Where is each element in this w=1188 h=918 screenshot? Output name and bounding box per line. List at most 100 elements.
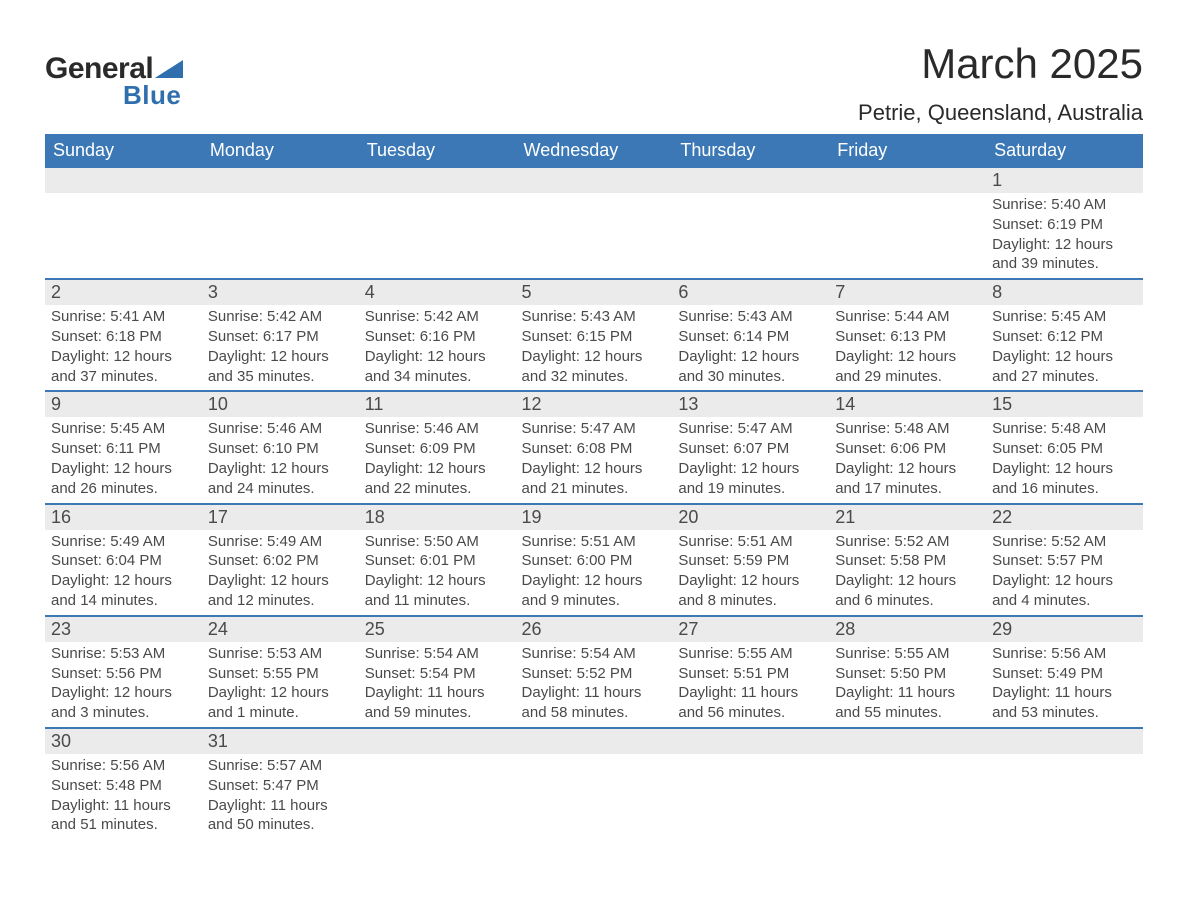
daylight-text-2: and 9 minutes. bbox=[522, 591, 667, 611]
daylight-text-1: Daylight: 12 hours bbox=[992, 347, 1137, 367]
daylight-text-1: Daylight: 12 hours bbox=[678, 347, 823, 367]
sunset-text: Sunset: 6:00 PM bbox=[522, 551, 667, 571]
title-block: March 2025 Petrie, Queensland, Australia bbox=[858, 40, 1143, 126]
day-number-cell bbox=[829, 728, 986, 754]
sunset-text: Sunset: 6:07 PM bbox=[678, 439, 823, 459]
day-detail-cell: Sunrise: 5:51 AMSunset: 5:59 PMDaylight:… bbox=[672, 530, 829, 616]
sunset-text: Sunset: 6:14 PM bbox=[678, 327, 823, 347]
sunrise-text: Sunrise: 5:48 AM bbox=[992, 419, 1137, 439]
daylight-text-2: and 16 minutes. bbox=[992, 479, 1137, 499]
day-number-row: 2345678 bbox=[45, 279, 1143, 305]
day-number-cell: 23 bbox=[45, 616, 202, 642]
day-detail-cell: Sunrise: 5:55 AMSunset: 5:50 PMDaylight:… bbox=[829, 642, 986, 728]
sunset-text: Sunset: 6:04 PM bbox=[51, 551, 196, 571]
day-detail-cell bbox=[359, 754, 516, 839]
sunset-text: Sunset: 6:06 PM bbox=[835, 439, 980, 459]
sunrise-text: Sunrise: 5:54 AM bbox=[365, 644, 510, 664]
day-number-cell: 18 bbox=[359, 504, 516, 530]
sunrise-text: Sunrise: 5:53 AM bbox=[51, 644, 196, 664]
day-number-cell: 2 bbox=[45, 279, 202, 305]
day-number-cell: 11 bbox=[359, 391, 516, 417]
day-detail-cell: Sunrise: 5:54 AMSunset: 5:52 PMDaylight:… bbox=[516, 642, 673, 728]
weekday-header: Saturday bbox=[986, 134, 1143, 168]
sunrise-text: Sunrise: 5:46 AM bbox=[365, 419, 510, 439]
sunrise-text: Sunrise: 5:43 AM bbox=[522, 307, 667, 327]
daylight-text-2: and 22 minutes. bbox=[365, 479, 510, 499]
day-number-cell bbox=[516, 168, 673, 193]
daylight-text-1: Daylight: 12 hours bbox=[678, 459, 823, 479]
daylight-text-1: Daylight: 12 hours bbox=[678, 571, 823, 591]
day-detail-cell: Sunrise: 5:45 AMSunset: 6:11 PMDaylight:… bbox=[45, 417, 202, 503]
sunrise-text: Sunrise: 5:42 AM bbox=[365, 307, 510, 327]
daylight-text-2: and 8 minutes. bbox=[678, 591, 823, 611]
month-title: March 2025 bbox=[858, 40, 1143, 88]
day-number-row: 16171819202122 bbox=[45, 504, 1143, 530]
sunset-text: Sunset: 5:50 PM bbox=[835, 664, 980, 684]
weekday-header: Sunday bbox=[45, 134, 202, 168]
day-number-cell bbox=[45, 168, 202, 193]
weekday-header: Friday bbox=[829, 134, 986, 168]
day-detail-cell: Sunrise: 5:44 AMSunset: 6:13 PMDaylight:… bbox=[829, 305, 986, 391]
sunset-text: Sunset: 5:48 PM bbox=[51, 776, 196, 796]
day-detail-cell bbox=[202, 193, 359, 279]
daylight-text-1: Daylight: 12 hours bbox=[51, 459, 196, 479]
day-detail-cell: Sunrise: 5:52 AMSunset: 5:58 PMDaylight:… bbox=[829, 530, 986, 616]
sunrise-text: Sunrise: 5:41 AM bbox=[51, 307, 196, 327]
sunset-text: Sunset: 6:11 PM bbox=[51, 439, 196, 459]
weekday-header: Wednesday bbox=[516, 134, 673, 168]
sunrise-text: Sunrise: 5:50 AM bbox=[365, 532, 510, 552]
brand-logo: General Blue bbox=[45, 52, 183, 111]
sunset-text: Sunset: 6:16 PM bbox=[365, 327, 510, 347]
day-number-cell: 16 bbox=[45, 504, 202, 530]
sunset-text: Sunset: 6:18 PM bbox=[51, 327, 196, 347]
day-number-cell: 26 bbox=[516, 616, 673, 642]
daylight-text-1: Daylight: 12 hours bbox=[835, 459, 980, 479]
sunset-text: Sunset: 5:55 PM bbox=[208, 664, 353, 684]
day-detail-cell bbox=[45, 193, 202, 279]
day-number-cell: 24 bbox=[202, 616, 359, 642]
sunrise-text: Sunrise: 5:49 AM bbox=[208, 532, 353, 552]
sunset-text: Sunset: 5:49 PM bbox=[992, 664, 1137, 684]
daylight-text-2: and 17 minutes. bbox=[835, 479, 980, 499]
daylight-text-2: and 30 minutes. bbox=[678, 367, 823, 387]
day-detail-cell bbox=[672, 754, 829, 839]
day-number-cell bbox=[359, 728, 516, 754]
sunrise-text: Sunrise: 5:52 AM bbox=[992, 532, 1137, 552]
sunset-text: Sunset: 5:57 PM bbox=[992, 551, 1137, 571]
day-detail-row: Sunrise: 5:41 AMSunset: 6:18 PMDaylight:… bbox=[45, 305, 1143, 391]
sunset-text: Sunset: 6:08 PM bbox=[522, 439, 667, 459]
day-detail-cell bbox=[516, 193, 673, 279]
day-detail-cell: Sunrise: 5:52 AMSunset: 5:57 PMDaylight:… bbox=[986, 530, 1143, 616]
sunrise-text: Sunrise: 5:44 AM bbox=[835, 307, 980, 327]
daylight-text-2: and 21 minutes. bbox=[522, 479, 667, 499]
weekday-header-row: Sunday Monday Tuesday Wednesday Thursday… bbox=[45, 134, 1143, 168]
weekday-header: Monday bbox=[202, 134, 359, 168]
daylight-text-2: and 39 minutes. bbox=[992, 254, 1137, 274]
day-number-row: 9101112131415 bbox=[45, 391, 1143, 417]
daylight-text-2: and 58 minutes. bbox=[522, 703, 667, 723]
sunset-text: Sunset: 6:10 PM bbox=[208, 439, 353, 459]
day-detail-cell: Sunrise: 5:53 AMSunset: 5:56 PMDaylight:… bbox=[45, 642, 202, 728]
daylight-text-1: Daylight: 12 hours bbox=[208, 571, 353, 591]
daylight-text-1: Daylight: 12 hours bbox=[365, 459, 510, 479]
brand-triangle-icon bbox=[155, 60, 183, 78]
daylight-text-1: Daylight: 12 hours bbox=[51, 683, 196, 703]
daylight-text-1: Daylight: 12 hours bbox=[51, 347, 196, 367]
sunrise-text: Sunrise: 5:46 AM bbox=[208, 419, 353, 439]
sunset-text: Sunset: 5:58 PM bbox=[835, 551, 980, 571]
daylight-text-1: Daylight: 11 hours bbox=[835, 683, 980, 703]
day-detail-cell: Sunrise: 5:53 AMSunset: 5:55 PMDaylight:… bbox=[202, 642, 359, 728]
day-number-cell: 7 bbox=[829, 279, 986, 305]
calendar-table: Sunday Monday Tuesday Wednesday Thursday… bbox=[45, 134, 1143, 839]
day-number-cell: 4 bbox=[359, 279, 516, 305]
daylight-text-2: and 1 minute. bbox=[208, 703, 353, 723]
day-detail-cell: Sunrise: 5:54 AMSunset: 5:54 PMDaylight:… bbox=[359, 642, 516, 728]
day-detail-cell: Sunrise: 5:43 AMSunset: 6:14 PMDaylight:… bbox=[672, 305, 829, 391]
sunset-text: Sunset: 6:19 PM bbox=[992, 215, 1137, 235]
sunrise-text: Sunrise: 5:42 AM bbox=[208, 307, 353, 327]
day-number-cell: 19 bbox=[516, 504, 673, 530]
sunrise-text: Sunrise: 5:55 AM bbox=[678, 644, 823, 664]
day-number-cell: 14 bbox=[829, 391, 986, 417]
day-detail-cell: Sunrise: 5:49 AMSunset: 6:02 PMDaylight:… bbox=[202, 530, 359, 616]
sunset-text: Sunset: 6:02 PM bbox=[208, 551, 353, 571]
